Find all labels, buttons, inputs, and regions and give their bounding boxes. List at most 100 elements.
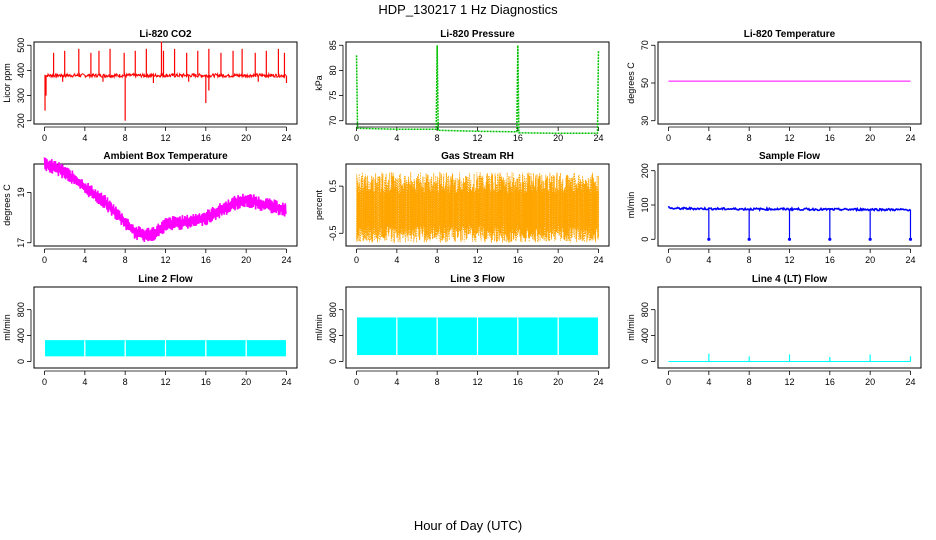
x-tick-label: 0 bbox=[42, 377, 47, 387]
x-tick-label: 16 bbox=[513, 133, 523, 143]
x-tick-label: 20 bbox=[241, 377, 251, 387]
x-tick-label: 4 bbox=[82, 133, 87, 143]
x-tick-label: 16 bbox=[201, 133, 211, 143]
y-tick-label: 17 bbox=[16, 238, 26, 248]
main-title: HDP_130217 1 Hz Diagnostics bbox=[378, 2, 558, 17]
y-axis-label: Licor ppm bbox=[2, 63, 12, 103]
plot-frame bbox=[33, 286, 298, 369]
x-tick-label: 20 bbox=[865, 377, 875, 387]
plot-frame bbox=[657, 163, 922, 247]
x-tick-label: 0 bbox=[666, 133, 671, 143]
y-tick-label: 70 bbox=[640, 40, 650, 50]
y-tick-label: 300 bbox=[16, 88, 26, 103]
x-tick-label: 16 bbox=[825, 255, 835, 265]
panel-7: Line 2 Flow 0 4 8 12 16 20 24 0 400 800 ml/min bbox=[2, 274, 298, 387]
x-tick-label: 8 bbox=[747, 377, 752, 387]
x-tick-label: 0 bbox=[354, 255, 359, 265]
x-tick-label: 20 bbox=[553, 255, 563, 265]
y-tick-label: 800 bbox=[640, 302, 650, 317]
x-tick-label: 24 bbox=[905, 377, 915, 387]
x-tick-label: 8 bbox=[435, 133, 440, 143]
x-tick-label: 0 bbox=[666, 377, 671, 387]
flow-block bbox=[166, 340, 206, 357]
x-tick-label: 16 bbox=[201, 377, 211, 387]
x-tick-label: 12 bbox=[472, 377, 482, 387]
panel-8: Line 3 Flow 0 4 8 12 16 20 24 0 400 800 ml/min bbox=[314, 274, 610, 387]
x-tick-label: 0 bbox=[354, 377, 359, 387]
x-tick-label: 24 bbox=[281, 255, 291, 265]
x-tick-label: 4 bbox=[82, 255, 87, 265]
x-tick-label: 24 bbox=[905, 255, 915, 265]
y-tick-label: 800 bbox=[16, 302, 26, 317]
x-tick-label: 8 bbox=[123, 255, 128, 265]
x-tick-label: 4 bbox=[394, 377, 399, 387]
x-tick-label: 4 bbox=[394, 255, 399, 265]
x-tick-label: 24 bbox=[281, 133, 291, 143]
x-tick-label: 8 bbox=[435, 377, 440, 387]
panel-title: Li-820 Temperature bbox=[744, 29, 836, 40]
series-pressure bbox=[355, 45, 600, 135]
x-tick-label: 16 bbox=[825, 377, 835, 387]
y-tick-label: 400 bbox=[16, 63, 26, 78]
y-tick-label: -0.5 bbox=[328, 226, 338, 242]
plot-frame bbox=[657, 286, 922, 369]
x-tick-label: 4 bbox=[706, 377, 711, 387]
series-block bbox=[45, 340, 286, 357]
y-tick-label: 500 bbox=[16, 38, 26, 53]
series-line bbox=[43, 157, 287, 243]
flow-block bbox=[558, 317, 598, 356]
x-tick-label: 12 bbox=[784, 255, 794, 265]
y-axis-label: ml/min bbox=[2, 314, 12, 341]
flow-block bbox=[85, 340, 125, 357]
x-tick-label: 20 bbox=[553, 133, 563, 143]
x-tick-label: 12 bbox=[472, 255, 482, 265]
panel-1: Li-820 CO2 0 4 8 12 16 20 24 200 300 400 500 Licor p… bbox=[2, 29, 298, 143]
y-tick-label: 50 bbox=[640, 78, 650, 88]
x-tick-label: 12 bbox=[784, 377, 794, 387]
x-tick-label: 8 bbox=[747, 133, 752, 143]
x-tick-label: 12 bbox=[784, 133, 794, 143]
y-axis-label: ml/min bbox=[626, 314, 636, 341]
y-axis-label: percent bbox=[314, 189, 324, 220]
flow-block bbox=[397, 317, 437, 356]
plot-frame bbox=[345, 41, 610, 125]
y-tick-label: 0 bbox=[640, 359, 650, 364]
x-tick-label: 8 bbox=[123, 377, 128, 387]
panel-5: Gas Stream RH 0 4 8 12 16 20 24 -0.5 0.5 percent bbox=[314, 151, 610, 265]
x-tick-label: 4 bbox=[706, 255, 711, 265]
flow-block bbox=[125, 340, 165, 357]
y-tick-label: 30 bbox=[640, 116, 650, 126]
plot-frame bbox=[345, 286, 610, 369]
y-tick-label: 200 bbox=[640, 163, 650, 178]
x-tick-label: 8 bbox=[747, 255, 752, 265]
x-tick-label: 12 bbox=[160, 255, 170, 265]
series-band bbox=[43, 157, 287, 243]
x-tick-label: 16 bbox=[513, 255, 523, 265]
y-axis-label: degrees C bbox=[626, 62, 636, 104]
panel-title: Li-820 Pressure bbox=[440, 29, 515, 40]
x-tick-label: 20 bbox=[241, 133, 251, 143]
y-tick-label: 85 bbox=[328, 40, 338, 50]
series-line bbox=[44, 71, 287, 80]
flow-dip-point bbox=[747, 237, 751, 241]
panel-title: Gas Stream RH bbox=[441, 151, 514, 162]
x-tick-label: 12 bbox=[472, 133, 482, 143]
y-tick-label: 0 bbox=[640, 237, 650, 242]
flow-dip-point bbox=[828, 237, 832, 241]
panel-title: Line 2 Flow bbox=[138, 274, 193, 285]
plot-frame bbox=[33, 41, 298, 125]
flow-block bbox=[246, 340, 286, 357]
y-axis-label: kPa bbox=[314, 75, 324, 91]
x-tick-label: 8 bbox=[123, 133, 128, 143]
flow-dip-point bbox=[787, 237, 792, 241]
panel-3: Li-820 Temperature 0 4 8 12 16 20 24 30 50 70 degre… bbox=[626, 29, 922, 143]
y-axis-label: ml/min bbox=[314, 314, 324, 341]
x-tick-label: 16 bbox=[825, 133, 835, 143]
y-tick-label: 75 bbox=[328, 91, 338, 101]
x-tick-label: 0 bbox=[42, 255, 47, 265]
panel-9: Line 4 (LT) Flow 0 4 8 12 16 20 24 0 400 800 ml/min bbox=[626, 274, 922, 387]
x-tick-label: 24 bbox=[905, 133, 915, 143]
series-line bbox=[355, 45, 600, 135]
x-tick-label: 16 bbox=[513, 377, 523, 387]
y-tick-label: 80 bbox=[328, 65, 338, 75]
